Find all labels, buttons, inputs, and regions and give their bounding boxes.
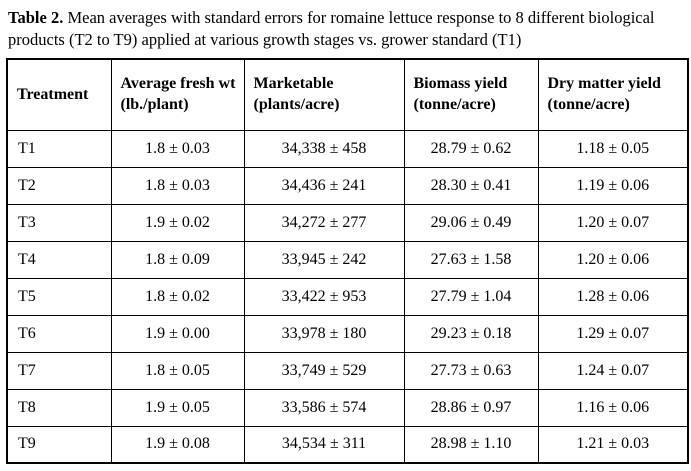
treatment-label: T4 xyxy=(6,240,112,279)
dry-matter-value: 1.20 ± 0.06 xyxy=(537,240,689,279)
dry-matter-value: 1.24 ± 0.07 xyxy=(537,351,689,390)
marketable-value: 34,272 ± 277 xyxy=(243,203,405,242)
dry-matter-value: 1.20 ± 0.07 xyxy=(537,203,689,242)
marketable-value: 33,586 ± 574 xyxy=(243,388,405,427)
column-header-treatment: Treatment xyxy=(6,58,112,131)
fresh-wt-value: 1.8 ± 0.05 xyxy=(110,351,245,390)
treatment-label: T5 xyxy=(6,277,112,316)
table-caption-label: Table 2. xyxy=(8,8,64,27)
dry-matter-value: 1.28 ± 0.06 xyxy=(537,277,689,316)
column-header-biomass: Biomass yield (tonne/acre) xyxy=(403,58,539,131)
biomass-value: 27.79 ± 1.04 xyxy=(403,277,539,316)
dry-matter-value: 1.18 ± 0.05 xyxy=(537,129,689,168)
table-row-t5: T5 1.8 ± 0.02 33,422 ± 953 27.79 ± 1.04 … xyxy=(6,277,689,316)
dry-matter-value: 1.19 ± 0.06 xyxy=(537,166,689,205)
fresh-wt-value: 1.8 ± 0.02 xyxy=(110,277,245,316)
fresh-wt-value: 1.8 ± 0.09 xyxy=(110,240,245,279)
marketable-value: 34,338 ± 458 xyxy=(243,129,405,168)
marketable-value: 33,945 ± 242 xyxy=(243,240,405,279)
data-table: Treatment Average fresh wt (lb./plant) M… xyxy=(6,58,689,465)
treatment-label: T1 xyxy=(6,129,112,168)
treatment-label: T2 xyxy=(6,166,112,205)
table-row-t2: T2 1.8 ± 0.03 34,436 ± 241 28.30 ± 0.41 … xyxy=(6,166,689,205)
table-row-t6: T6 1.9 ± 0.00 33,978 ± 180 29.23 ± 0.18 … xyxy=(6,314,689,353)
dry-matter-value: 1.29 ± 0.07 xyxy=(537,314,689,353)
marketable-value: 33,978 ± 180 xyxy=(243,314,405,353)
table-row-t3: T3 1.9 ± 0.02 34,272 ± 277 29.06 ± 0.49 … xyxy=(6,203,689,242)
treatment-label: T6 xyxy=(6,314,112,353)
biomass-value: 28.79 ± 0.62 xyxy=(403,129,539,168)
biomass-value: 29.06 ± 0.49 xyxy=(403,203,539,242)
biomass-value: 29.23 ± 0.18 xyxy=(403,314,539,353)
biomass-value: 28.86 ± 0.97 xyxy=(403,388,539,427)
biomass-value: 27.73 ± 0.63 xyxy=(403,351,539,390)
fresh-wt-value: 1.9 ± 0.00 xyxy=(110,314,245,353)
column-header-dry-matter: Dry matter yield (tonne/acre) xyxy=(537,58,689,131)
table-caption: Table 2. Mean averages with standard err… xyxy=(6,5,685,58)
biomass-value: 28.30 ± 0.41 xyxy=(403,166,539,205)
fresh-wt-value: 1.9 ± 0.02 xyxy=(110,203,245,242)
dry-matter-value: 1.21 ± 0.03 xyxy=(537,425,689,464)
biomass-value: 27.63 ± 1.58 xyxy=(403,240,539,279)
fresh-wt-value: 1.9 ± 0.08 xyxy=(110,425,245,464)
table-row-t7: T7 1.8 ± 0.05 33,749 ± 529 27.73 ± 0.63 … xyxy=(6,351,689,390)
table-header-row: Treatment Average fresh wt (lb./plant) M… xyxy=(6,58,689,131)
treatment-label: T8 xyxy=(6,388,112,427)
table-row-t1: T1 1.8 ± 0.03 34,338 ± 458 28.79 ± 0.62 … xyxy=(6,129,689,168)
treatment-label: T7 xyxy=(6,351,112,390)
marketable-value: 33,749 ± 529 xyxy=(243,351,405,390)
table-row-t8: T8 1.9 ± 0.05 33,586 ± 574 28.86 ± 0.97 … xyxy=(6,388,689,427)
dry-matter-value: 1.16 ± 0.06 xyxy=(537,388,689,427)
marketable-value: 34,436 ± 241 xyxy=(243,166,405,205)
column-header-fresh-wt: Average fresh wt (lb./plant) xyxy=(110,58,245,131)
fresh-wt-value: 1.8 ± 0.03 xyxy=(110,129,245,168)
marketable-value: 34,534 ± 311 xyxy=(243,425,405,464)
biomass-value: 28.98 ± 1.10 xyxy=(403,425,539,464)
fresh-wt-value: 1.8 ± 0.03 xyxy=(110,166,245,205)
table-row-t4: T4 1.8 ± 0.09 33,945 ± 242 27.63 ± 1.58 … xyxy=(6,240,689,279)
treatment-label: T9 xyxy=(6,425,112,464)
column-header-marketable: Marketable (plants/acre) xyxy=(243,58,405,131)
table-caption-text: Mean averages with standard errors for r… xyxy=(8,8,655,50)
fresh-wt-value: 1.9 ± 0.05 xyxy=(110,388,245,427)
marketable-value: 33,422 ± 953 xyxy=(243,277,405,316)
treatment-label: T3 xyxy=(6,203,112,242)
table-row-t9: T9 1.9 ± 0.08 34,534 ± 311 28.98 ± 1.10 … xyxy=(6,425,689,464)
